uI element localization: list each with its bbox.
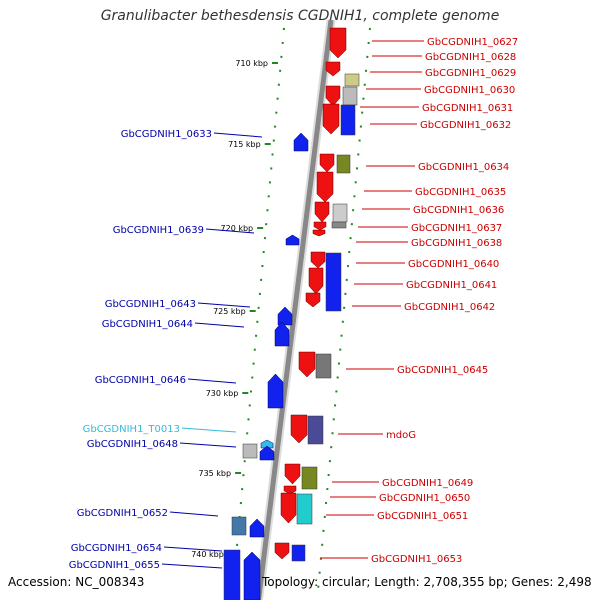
accession-text: Accession: NC_008343 (8, 575, 145, 589)
forward-gene (290, 414, 308, 444)
forward-gene (298, 351, 316, 378)
right-gene-label: GbCGDNIH1_0637 (411, 223, 502, 234)
cog-box-gene (344, 73, 360, 87)
right-gene-label: GbCGDNIH1_0634 (418, 162, 509, 173)
scale-tick-label: 725 kbp (213, 307, 246, 316)
forward-gene (305, 292, 321, 308)
label-leader-line (194, 322, 245, 328)
scale-tick-label: 710 kbp (235, 59, 268, 68)
reverse-gene (277, 306, 293, 326)
forward-gene (325, 61, 341, 77)
cog-box-gene (301, 466, 318, 490)
scale-tick-label: 740 kbp (191, 550, 224, 559)
left-gene-label: GbCGDNIH1_0654 (71, 543, 162, 554)
forward-gene (316, 171, 334, 203)
forward-gene (308, 267, 324, 295)
genome-backbone (256, 19, 334, 600)
left-gene-label: GbCGDNIH1_0633 (121, 129, 212, 140)
right-gene-label: GbCGDNIH1_0650 (379, 493, 470, 504)
forward-gene (313, 221, 327, 231)
scale-tick-label: 720 kbp (221, 224, 254, 233)
cog-box-gene (331, 221, 347, 229)
forward-gene (280, 492, 297, 524)
cog-box-gene (325, 252, 342, 312)
forward-gene (314, 201, 330, 223)
reverse-gene (249, 518, 265, 538)
forward-gene (283, 485, 297, 495)
forward-gene (312, 229, 326, 237)
reverse-gene (274, 321, 290, 347)
reverse-gene (259, 445, 275, 461)
cog-box-gene (340, 104, 356, 136)
cog-box-gene (307, 415, 324, 445)
label-leader-line (197, 302, 251, 308)
reverse-gene (267, 373, 284, 409)
right-gene-label: GbCGDNIH1_0645 (397, 365, 488, 376)
scale-tick-label: 715 kbp (228, 140, 261, 149)
forward-gene (274, 542, 290, 560)
right-gene-label: GbCGDNIH1_0632 (420, 120, 511, 131)
left-gene-label: GbCGDNIH1_0643 (105, 299, 196, 310)
cog-box-gene (242, 443, 258, 459)
right-gene-label: mdoG (386, 430, 416, 441)
right-gene-label: GbCGDNIH1_0651 (377, 511, 468, 522)
map-title: Granulibacter bethesdensis CGDNIH1, comp… (100, 8, 500, 24)
right-gene-label: GbCGDNIH1_0631 (422, 103, 513, 114)
cog-box-gene (296, 493, 313, 525)
forward-gene (329, 27, 347, 59)
left-gene-label: GbCGDNIH1_0639 (113, 225, 204, 236)
left-gene-label: GbCGDNIH1_0652 (77, 508, 168, 519)
right-gene-label: GbCGDNIH1_0653 (371, 554, 462, 565)
right-gene-label: GbCGDNIH1_0642 (404, 302, 495, 313)
reverse-gene (285, 234, 300, 246)
scale-tick-label: 730 kbp (206, 389, 239, 398)
label-leader-line (179, 442, 237, 448)
cog-box-gene (332, 203, 348, 223)
reverse-gene (293, 132, 309, 152)
forward-gene (322, 103, 340, 135)
cog-box-gene (315, 353, 332, 379)
cog-box-gene (223, 549, 241, 600)
cog-box-gene (336, 154, 351, 174)
right-gene-label: GbCGDNIH1_0628 (425, 52, 516, 63)
left-gene-label: GbCGDNIH1_0644 (102, 319, 193, 330)
forward-gene (284, 463, 301, 485)
label-leader-line (213, 132, 263, 138)
cog-box-gene (231, 516, 247, 536)
label-leader-line (169, 511, 219, 517)
reverse-gene (243, 551, 261, 600)
right-gene-label: GbCGDNIH1_0641 (406, 280, 497, 291)
left-gene-label: GbCGDNIH1_0648 (87, 439, 178, 450)
genome-stats-text: Topology: circular; Length: 2,708,355 bp… (262, 575, 592, 589)
right-gene-label: GbCGDNIH1_0649 (382, 478, 473, 489)
right-gene-label: GbCGDNIH1_0629 (425, 68, 516, 79)
right-gene-label: GbCGDNIH1_0640 (408, 259, 499, 270)
right-gene-label: GbCGDNIH1_0636 (413, 205, 504, 216)
scale-tick-label: 735 kbp (198, 469, 231, 478)
label-leader-line (187, 378, 237, 384)
left-gene-label: GbCGDNIH1_0646 (95, 375, 186, 386)
label-leader-line (205, 228, 255, 234)
right-gene-label: GbCGDNIH1_0627 (427, 37, 518, 48)
forward-gene (319, 153, 335, 173)
left-gene-label: GbCGDNIH1_0655 (69, 560, 160, 571)
label-leader-line (163, 546, 223, 552)
rna-gene-label: GbCGDNIH1_T0013 (83, 424, 180, 435)
forward-gene (325, 85, 341, 107)
right-gene-label: GbCGDNIH1_0638 (411, 238, 502, 249)
label-leader-line (181, 427, 237, 433)
label-leader-line (161, 563, 223, 569)
forward-gene (310, 251, 326, 269)
cog-box-gene (291, 544, 306, 562)
cog-box-gene (342, 86, 358, 106)
right-gene-label: GbCGDNIH1_0630 (424, 85, 515, 96)
right-gene-label: GbCGDNIH1_0635 (415, 187, 506, 198)
